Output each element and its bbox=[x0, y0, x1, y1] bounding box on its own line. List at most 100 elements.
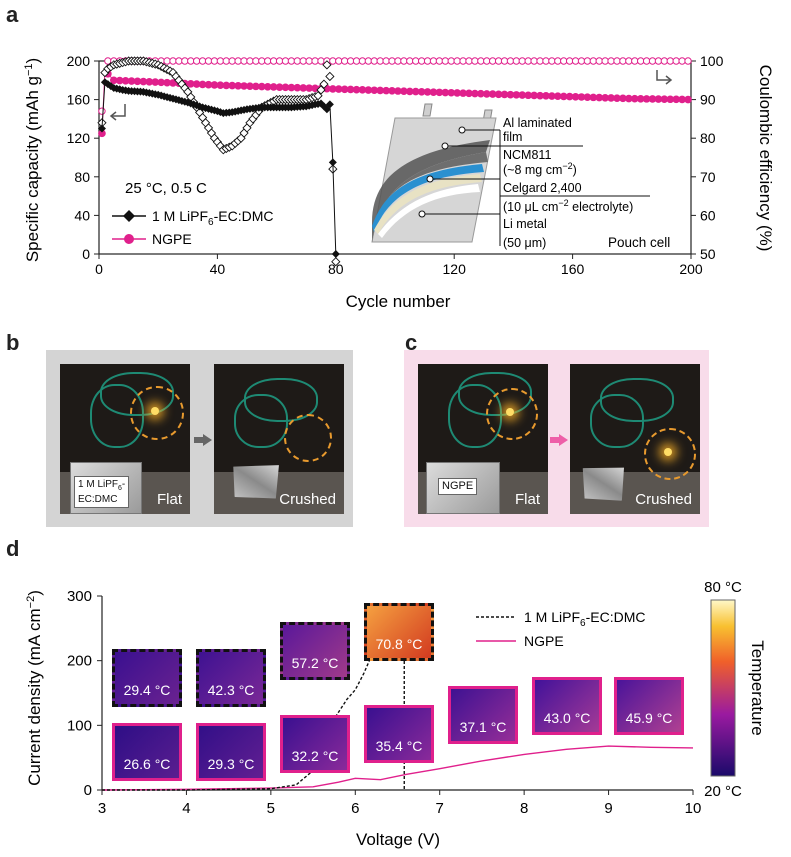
schematic-labels: Al laminated film NCM811 (~8 mg cm−2) Ce… bbox=[503, 116, 670, 250]
legend-liquid-label: 1 M LiPF6-EC:DMC bbox=[152, 208, 273, 228]
ngpe-capacity-point bbox=[305, 84, 313, 92]
chart-a-ylabel-left: Specific capacity (mAh g−1) bbox=[23, 58, 42, 262]
liquid-ce-point bbox=[325, 71, 335, 82]
ngpe-capacity-point bbox=[577, 93, 586, 101]
ngpe-capacity-point bbox=[281, 83, 290, 92]
svg-text:(~8 mg cm−2): (~8 mg cm−2) bbox=[503, 161, 577, 177]
liquid-ce-point bbox=[319, 79, 329, 89]
photo-ngpe-crushed: Crushed bbox=[570, 364, 700, 514]
glow-ring bbox=[284, 414, 332, 462]
legend-ngpe-label: NGPE bbox=[524, 633, 564, 649]
ngpe-ce-point bbox=[684, 57, 692, 65]
chart-a-axes: 0 40 80 120 160 20004080120160200506070809010… bbox=[67, 53, 724, 277]
ngpe-capacity-point bbox=[654, 95, 663, 103]
legend-liquid-label: 1 M LiPF6-EC:DMC bbox=[524, 609, 645, 629]
label-flat: Flat bbox=[514, 491, 540, 508]
ngpe-capacity-point bbox=[121, 77, 130, 85]
ngpe-capacity-point bbox=[370, 86, 379, 95]
chart-d-xlabel: Voltage (V) bbox=[356, 830, 440, 849]
ngpe-capacity-point bbox=[234, 82, 242, 90]
ngpe-capacity-point bbox=[204, 80, 213, 89]
y-right-tick-label: 60 bbox=[700, 207, 716, 223]
ngpe-capacity-point bbox=[642, 95, 651, 103]
liquid-capacity-point bbox=[331, 250, 340, 258]
chart-d-ylabel: Current density (mA cm−2) bbox=[25, 590, 44, 786]
ngpe-capacity-point bbox=[500, 90, 509, 99]
ngpe-capacity-point bbox=[382, 86, 390, 95]
x-tick-label: 10 bbox=[685, 800, 702, 817]
ir-image-ngpe: 29.3 °C bbox=[196, 723, 266, 781]
ngpe-capacity-point bbox=[340, 85, 349, 94]
x-tick-label: 8 bbox=[520, 800, 528, 817]
liquid-ce-point bbox=[313, 91, 323, 101]
ngpe-capacity-point bbox=[465, 89, 473, 98]
y-right-tick-label: 70 bbox=[700, 169, 716, 185]
y-tick-label: 200 bbox=[67, 653, 92, 670]
x-tick-label: 9 bbox=[604, 800, 612, 817]
ngpe-capacity-point bbox=[417, 87, 426, 96]
panel-b-frame: 1 M LiPF6- EC:DMC Flat Crushed bbox=[46, 350, 353, 527]
liquid-ce-point bbox=[322, 60, 332, 70]
ngpe-capacity-point bbox=[494, 90, 503, 99]
photo-liquid-flat: 1 M LiPF6- EC:DMC Flat bbox=[60, 364, 190, 514]
ngpe-capacity-point bbox=[406, 87, 414, 96]
colorbar-min: 20 °C bbox=[704, 783, 742, 800]
ngpe-capacity-point bbox=[684, 95, 692, 104]
y-tick-label: 100 bbox=[67, 717, 92, 734]
ngpe-capacity-point bbox=[216, 81, 225, 90]
chart-a-legend: 1 M LiPF6-EC:DMC NGPE bbox=[112, 208, 273, 247]
ngpe-capacity-point bbox=[583, 93, 592, 101]
ngpe-capacity-point bbox=[601, 93, 609, 102]
liquid-series-line bbox=[102, 617, 405, 791]
svg-text:NCM811: NCM811 bbox=[503, 148, 551, 162]
svg-text:Li metal: Li metal bbox=[503, 217, 547, 231]
x-tick-label: 6 bbox=[351, 800, 359, 817]
ir-image-ngpe: 45.9 °C bbox=[614, 677, 684, 735]
ngpe-capacity-point bbox=[115, 76, 124, 85]
ngpe-capacity-point bbox=[133, 77, 142, 86]
ngpe-capacity-point bbox=[559, 92, 568, 101]
ngpe-capacity-point bbox=[358, 86, 367, 94]
ngpe-capacity-point bbox=[630, 94, 639, 103]
label-crushed: Crushed bbox=[635, 491, 692, 508]
ngpe-capacity-point bbox=[145, 78, 154, 86]
ngpe-capacity-point bbox=[157, 78, 165, 87]
ngpe-capacity-point bbox=[376, 86, 385, 95]
temperature-colorbar bbox=[710, 599, 736, 777]
legend-ngpe-marker bbox=[124, 234, 134, 244]
ngpe-capacity-point bbox=[364, 86, 373, 94]
ngpe-capacity-point bbox=[210, 81, 219, 89]
ir-image-liquid: 29.4 °C bbox=[112, 649, 182, 707]
label-crushed: Crushed bbox=[279, 491, 336, 508]
y-right-tick-label: 50 bbox=[700, 246, 716, 262]
ir-image-liquid: 57.2 °C bbox=[280, 622, 350, 680]
liquid-capacity-point bbox=[325, 100, 334, 109]
legend-ngpe-label: NGPE bbox=[152, 231, 192, 247]
ngpe-ce-point bbox=[98, 107, 106, 115]
ngpe-capacity-point bbox=[139, 77, 148, 86]
pouch-cell-label: Pouch cell bbox=[608, 235, 670, 250]
chart-d-marks bbox=[101, 617, 694, 791]
chart-a: 0 40 80 120 160 20004080120160200506070809010… bbox=[23, 53, 775, 311]
ngpe-capacity-point bbox=[263, 82, 272, 91]
x-tick-label: 80 bbox=[328, 261, 344, 277]
ngpe-capacity-point bbox=[435, 88, 444, 97]
ngpe-capacity-point bbox=[163, 78, 171, 87]
ngpe-capacity-point bbox=[447, 88, 456, 97]
ngpe-capacity-point bbox=[595, 93, 604, 102]
pouch-cell-schematic bbox=[371, 103, 650, 246]
arrow-left-axis bbox=[112, 104, 126, 117]
ngpe-capacity-point bbox=[228, 81, 236, 90]
panel-label-d: d bbox=[6, 536, 20, 561]
arrow-right-icon bbox=[550, 434, 568, 446]
ngpe-capacity-point bbox=[186, 80, 195, 88]
panel-label-a: a bbox=[6, 2, 19, 27]
ngpe-capacity-point bbox=[110, 76, 118, 85]
ngpe-capacity-point bbox=[613, 94, 621, 102]
chart-a-marks bbox=[97, 56, 692, 267]
glow-ring bbox=[486, 388, 538, 440]
ngpe-capacity-point bbox=[625, 94, 633, 103]
ngpe-capacity-point bbox=[488, 90, 497, 98]
ngpe-capacity-point bbox=[334, 85, 343, 93]
